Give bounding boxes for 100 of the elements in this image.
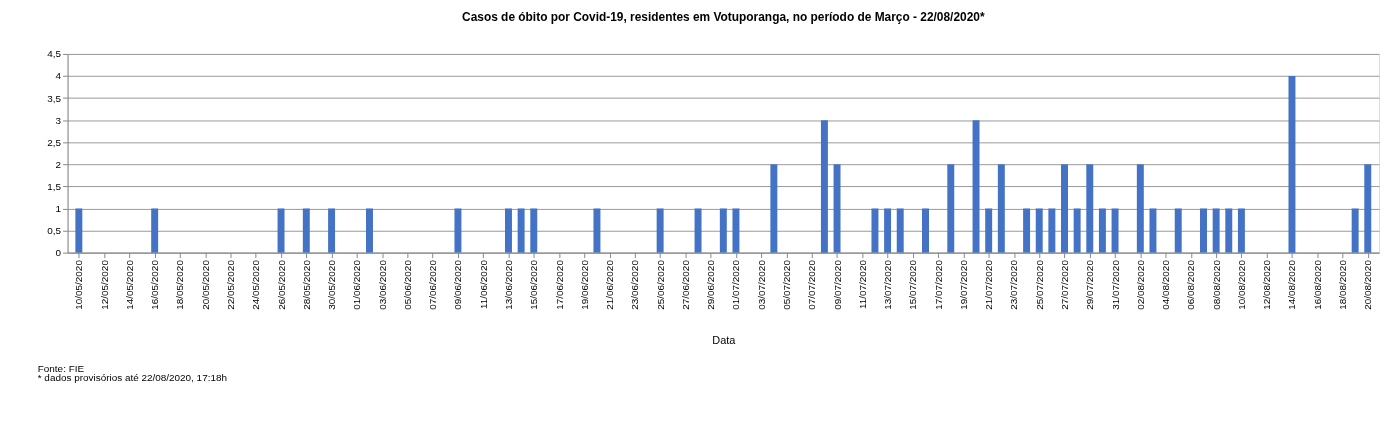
bar (884, 208, 892, 253)
x-tick-label: 11/06/2020 (477, 259, 489, 309)
bar (505, 208, 512, 253)
bar (732, 208, 740, 253)
bar (694, 208, 702, 253)
x-tick-label: 29/06/2020 (705, 259, 717, 310)
bar (1288, 75, 1296, 253)
bar (1225, 208, 1233, 253)
x-tick-label: 03/06/2020 (376, 259, 388, 310)
x-tick-label: 02/08/2020 (1134, 259, 1146, 310)
y-tick-label: 2,5 (47, 136, 62, 148)
x-tick-label: 27/07/2020 (1058, 259, 1070, 310)
x-tick-label: 15/07/2020 (907, 259, 919, 310)
y-tick-label: 4,5 (47, 48, 62, 60)
bar (1035, 208, 1043, 253)
x-tick-label: 21/07/2020 (983, 259, 995, 310)
bar (833, 164, 841, 253)
bar (277, 208, 285, 253)
x-tick-label: 10/05/2020 (73, 259, 85, 310)
x-tick-label: 17/06/2020 (553, 259, 565, 310)
bar (972, 120, 980, 253)
bar (1237, 208, 1245, 253)
x-tick-label: 23/06/2020 (629, 259, 641, 310)
bar (719, 208, 727, 253)
bar (1023, 208, 1031, 253)
x-tick-label: 26/05/2020 (275, 259, 287, 310)
x-axis-title: Data (712, 333, 737, 346)
bar (896, 208, 904, 253)
bar (454, 208, 462, 253)
x-tick-label: 25/07/2020 (1033, 259, 1045, 310)
x-tick-label: 06/08/2020 (1185, 259, 1197, 310)
bar (328, 208, 336, 253)
x-tick-label: 14/08/2020 (1286, 259, 1298, 310)
x-tick-label: 19/06/2020 (578, 259, 590, 310)
x-tick-label: 05/06/2020 (401, 259, 413, 310)
bar (947, 164, 955, 253)
bar (151, 208, 159, 253)
y-tick-label: 0,5 (47, 225, 62, 237)
bar (302, 208, 310, 253)
x-tick-label: 14/05/2020 (123, 259, 135, 310)
bar (1174, 208, 1182, 253)
bar (1149, 208, 1157, 253)
bar (770, 164, 778, 253)
bar (1212, 208, 1220, 253)
bar (922, 208, 929, 253)
bar (75, 208, 83, 253)
x-tick-label: 10/08/2020 (1235, 259, 1247, 310)
bar (1073, 208, 1081, 253)
bar (1086, 164, 1094, 253)
x-tick-label: 12/08/2020 (1261, 259, 1273, 310)
x-tick-label: 05/07/2020 (780, 259, 792, 310)
x-tick-label: 25/06/2020 (654, 259, 666, 310)
x-tick-label: 27/06/2020 (679, 259, 691, 310)
bar (1200, 208, 1207, 253)
bar (1048, 208, 1056, 253)
bar (871, 208, 879, 253)
source-note: Fonte: FIE (37, 363, 85, 375)
x-tick-label: 31/07/2020 (1109, 259, 1121, 310)
x-tick-label: 08/08/2020 (1210, 259, 1222, 310)
bar (1351, 208, 1359, 253)
x-tick-label: 13/06/2020 (502, 259, 514, 310)
bar (517, 208, 525, 253)
y-tick-label: 2 (55, 158, 62, 170)
bar (530, 208, 538, 253)
x-tick-label: 19/07/2020 (957, 259, 969, 310)
x-tick-label: 23/07/2020 (1008, 259, 1020, 310)
bar (366, 208, 373, 253)
x-tick-label: 09/07/2020 (831, 259, 843, 310)
text: * dados provisórios até 22/08/2020, 17:18h (37, 372, 227, 384)
x-tick-label: 13/07/2020 (882, 259, 894, 310)
x-tick-label: 20/05/2020 (199, 259, 211, 310)
y-tick-label: 3 (55, 114, 62, 126)
bar (1061, 164, 1068, 253)
x-tick-label: 17/07/2020 (932, 259, 944, 310)
bar (820, 120, 828, 253)
x-tick-label: 09/06/2020 (452, 259, 464, 310)
x-tick-label: 12/05/2020 (98, 259, 110, 310)
x-tick-label: 15/06/2020 (528, 259, 540, 310)
y-tick-label: 0 (55, 247, 62, 259)
x-tick-label: 20/08/2020 (1362, 259, 1374, 310)
x-tick-label: 01/06/2020 (351, 259, 363, 310)
x-tick-label: 07/06/2020 (427, 259, 439, 310)
x-tick-label: 18/08/2020 (1336, 259, 1348, 310)
x-tick-label: 03/07/2020 (755, 259, 767, 310)
bar (593, 208, 601, 253)
bar (985, 208, 993, 253)
x-tick-label: 28/05/2020 (300, 259, 312, 310)
x-tick-label: 21/06/2020 (604, 259, 616, 310)
x-tick-label: 01/07/2020 (730, 259, 742, 310)
bar (656, 208, 664, 253)
y-tick-label: 1 (55, 202, 62, 214)
x-tick-label: 30/05/2020 (326, 259, 338, 310)
x-tick-label: 24/05/2020 (250, 259, 262, 310)
bar (1098, 208, 1106, 253)
x-tick-label: 16/08/2020 (1311, 259, 1323, 310)
x-tick-label: 29/07/2020 (1084, 259, 1096, 310)
y-tick-label: 4 (55, 70, 62, 82)
bar (1111, 208, 1119, 253)
y-tick-label: 3,5 (47, 92, 62, 104)
y-tick-label: 1,5 (47, 180, 62, 192)
